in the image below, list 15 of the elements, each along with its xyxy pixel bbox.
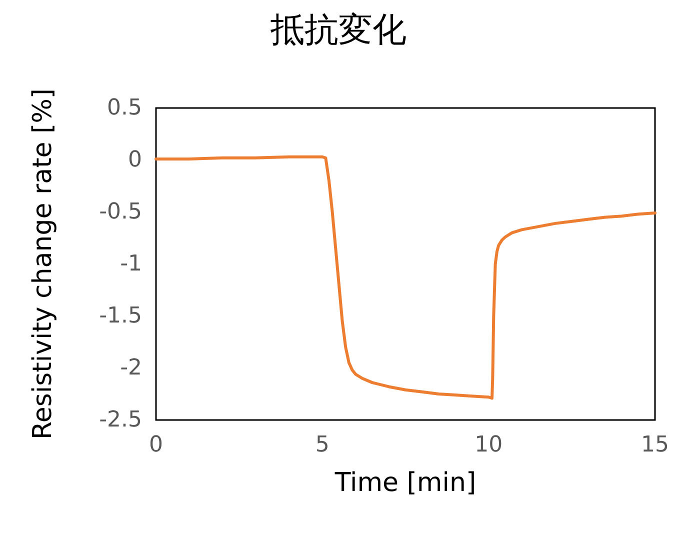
chart-title: 抵抗変化 — [270, 10, 406, 50]
y-tick-label: -1.5 — [99, 304, 142, 328]
line-series — [154, 155, 656, 400]
y-tick-label: 0.5 — [107, 96, 142, 120]
y-axis-title: Resistivity change rate [%] — [28, 88, 58, 440]
y-tick-label: -2.5 — [99, 408, 142, 432]
x-tick-label: 5 — [315, 432, 330, 458]
y-tick-label: 0 — [128, 148, 142, 172]
x-axis-title: Time [min] — [334, 468, 476, 498]
y-tick-label: -1 — [120, 252, 142, 276]
x-tick-label: 15 — [641, 432, 669, 458]
y-tick-label: -0.5 — [99, 200, 142, 224]
y-tick-label: -2 — [120, 356, 142, 380]
x-tick-label: 0 — [149, 432, 163, 458]
x-tick-label: 10 — [474, 432, 503, 458]
